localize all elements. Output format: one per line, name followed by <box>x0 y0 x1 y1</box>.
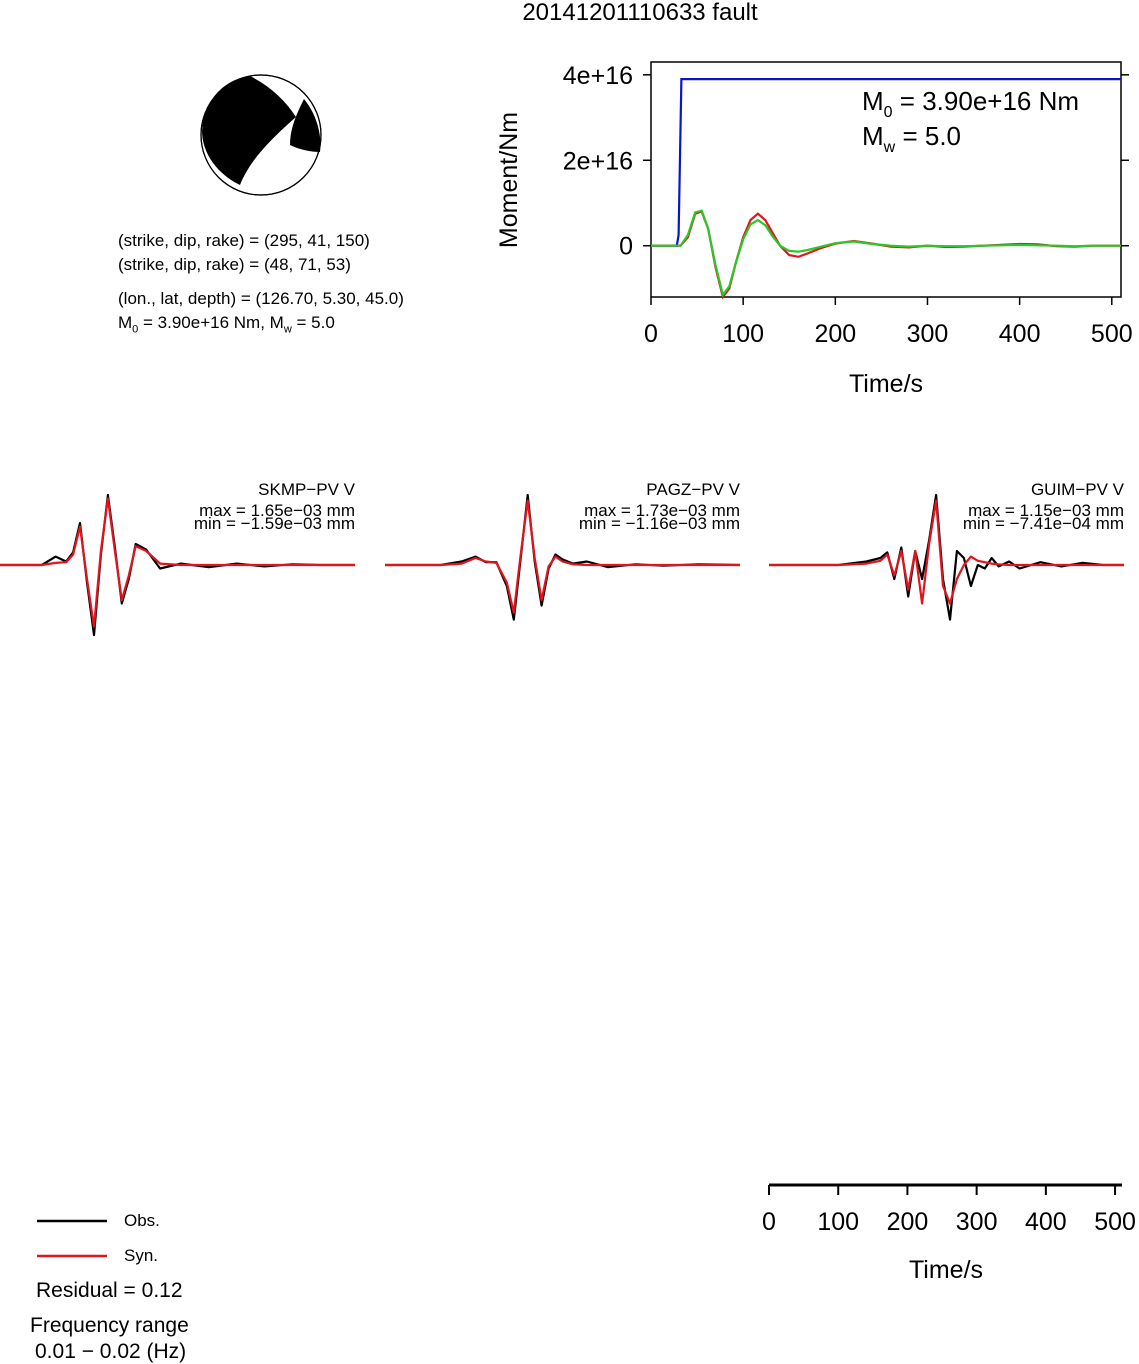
wave-xtick-label: 100 <box>817 1208 859 1236</box>
residual-text: Residual = 0.12 <box>36 1279 183 1302</box>
moment-series-2 <box>651 209 1121 298</box>
moment-series-1 <box>651 210 1121 300</box>
moment-xtick-label: 0 <box>644 320 658 348</box>
wave-xtick-label: 300 <box>956 1208 998 1236</box>
location-text: (lon., lat, depth) = (126.70, 5.30, 45.0… <box>118 289 404 308</box>
legend-syn-label: Syn. <box>124 1246 159 1265</box>
moment-ylabel: Moment/Nm <box>495 112 523 248</box>
station-name: GUIM−PV V <box>1031 480 1125 499</box>
legend <box>37 1219 107 1258</box>
moment-ytick-label: 4e+16 <box>563 62 633 90</box>
moment-mw-annotation: Mw = 5.0 <box>862 121 961 156</box>
moment-chart: Moment/Nm Time/s 0 100 200 300 400 500 0 2e+16… <box>495 61 1133 398</box>
frequency-label: Frequency range <box>30 1314 189 1337</box>
synthetic-trace <box>385 499 740 614</box>
wave-xtick-label: 200 <box>887 1208 929 1236</box>
station-max: max = 1.65e−03 mm <box>199 501 355 520</box>
station-min: min = −7.41e−04 mm <box>963 514 1124 533</box>
station-name: SKMP−PV V <box>258 480 356 499</box>
station-max: max = 1.73e−03 mm <box>584 501 740 520</box>
station-min: min = −1.16e−03 mm <box>579 514 740 533</box>
beachball-compressional-quadrant-left <box>202 76 296 185</box>
moment-xtick-label: 100 <box>722 320 764 348</box>
station-name: PAGZ−PV V <box>646 480 740 499</box>
moment-ytick-label: 2e+16 <box>563 147 633 175</box>
moment-m0-annotation: M0 = 3.90e+16 Nm <box>862 86 1079 121</box>
wave-xtick-label: 0 <box>762 1208 776 1236</box>
figure-title: 20141201110633 fault <box>522 0 758 26</box>
moment-chart-frame <box>650 61 1122 298</box>
moment-xtick-label: 500 <box>1091 320 1133 348</box>
synthetic-trace <box>0 497 355 628</box>
plane1-text: (strike, dip, rake) = (295, 41, 150) <box>118 231 370 250</box>
plane2-text: (strike, dip, rake) = (48, 71, 53) <box>118 255 351 274</box>
station-max: max = 1.15e−03 mm <box>968 501 1124 520</box>
moment-ytick-label: 0 <box>619 233 633 261</box>
wave-xlabel: Time/s <box>909 1256 983 1284</box>
station-min: min = −1.59e−03 mm <box>194 514 355 533</box>
waveform-time-axis: 0 100 200 300 400 500 Time/s <box>762 1183 1136 1284</box>
moment-xtick-label: 200 <box>814 320 856 348</box>
wave-xtick-label: 500 <box>1094 1208 1136 1236</box>
wave-xtick-label: 400 <box>1025 1208 1067 1236</box>
frequency-value: 0.01 − 0.02 (Hz) <box>35 1340 187 1363</box>
moment-xlabel: Time/s <box>849 370 923 398</box>
moment-summary-text: M0 = 3.90e+16 Nm, Mw = 5.0 <box>118 313 335 336</box>
beachball-compressional-quadrant-right <box>290 99 321 152</box>
synthetic-trace <box>769 499 1124 605</box>
moment-xtick-label: 400 <box>999 320 1041 348</box>
beachball <box>200 74 322 196</box>
legend-obs-label: Obs. <box>124 1211 160 1230</box>
moment-xtick-label: 300 <box>907 320 949 348</box>
